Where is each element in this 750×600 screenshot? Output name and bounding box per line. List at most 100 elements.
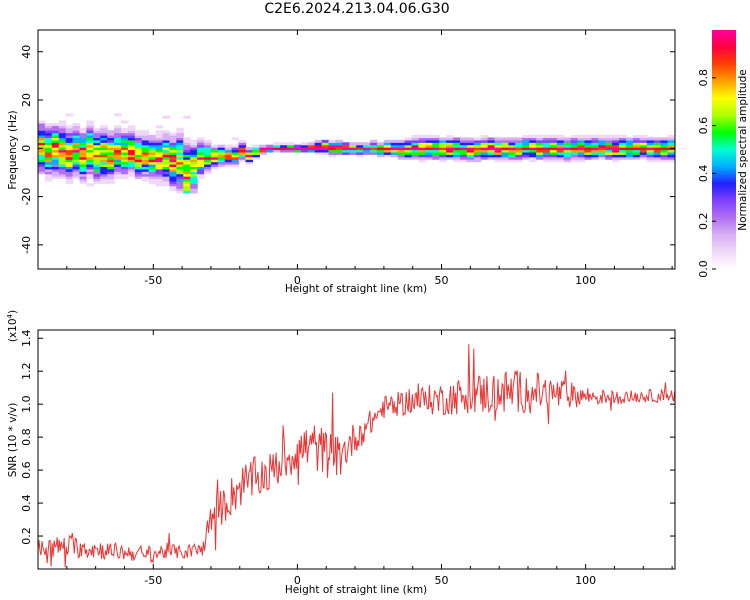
heatmap-cell [162,139,171,143]
heatmap-cell [72,125,81,129]
heatmap-cell [536,144,544,148]
heatmap-cell [293,144,302,148]
heatmap-cell [584,151,593,155]
heatmap-cell [107,132,115,136]
heatmap-cell [190,151,198,155]
heatmap-cell [245,159,254,163]
heatmap-cell [169,188,177,192]
heatmap-cell [370,151,378,155]
heatmap-cell [459,147,468,151]
heatmap-cell [141,142,150,146]
heatmap-cell [176,127,184,131]
heatmap-cell [556,137,565,141]
heatmap-cell [183,173,191,177]
heatmap-cell [65,178,74,182]
heatmap-cell [217,144,226,148]
heatmap-cell [459,149,468,153]
heatmap-cell [44,161,53,165]
heatmap-cell [127,151,136,155]
heatmap-cell [473,154,482,158]
heatmap-cell [473,142,482,146]
spectrogram-panel: -50 0 50 100 40 20 0 -20 -40 Height of straight… [7,29,676,295]
heatmap-cell [473,139,482,143]
heatmap-cell [183,156,191,160]
heatmap-cell [363,147,371,151]
heatmap-cell [134,166,143,170]
heatmap-cell [598,156,606,160]
heatmap-cell [176,190,184,194]
heatmap-cell [107,149,115,153]
heatmap-cell [204,163,212,167]
heatmap-cell [79,147,88,151]
heatmap-cell [127,166,136,170]
heatmap-cell [626,144,634,148]
heatmap-cell [273,149,281,153]
heatmap-cell [522,149,530,153]
heatmap-cell [65,149,74,153]
heatmap-cell [79,176,88,180]
heatmap-cell [418,159,426,163]
heatmap-cell [591,144,599,148]
heatmap-cell [93,168,101,172]
heatmap-cell [411,147,420,151]
heatmap-cell [356,154,364,158]
heatmap-cell [127,144,136,148]
heatmap-cell [473,159,482,163]
heatmap-cell [86,135,94,139]
heatmap-cell [508,151,516,155]
heatmap-cell [646,137,655,141]
heatmap-cell [210,151,219,155]
heatmap-cell [176,147,184,151]
heatmap-cell [86,171,94,175]
heatmap-cell [577,142,586,146]
heatmap-cell [577,147,586,151]
heatmap-cell [79,154,88,158]
heatmap-cell [231,137,240,141]
heatmap-cell [162,130,171,134]
heatmap-cell [148,151,157,155]
heatmap-cell [121,137,129,141]
heatmap-cell [619,144,627,148]
heatmap-cell [190,149,198,153]
heatmap-cell [556,159,565,163]
heatmap-cell [494,151,503,155]
heatmap-cell [446,154,454,158]
heatmap-cell [58,139,67,143]
heatmap-cell [453,142,461,146]
heatmap-cell [141,135,150,139]
heatmap-cell [529,137,537,141]
heatmap-cell [65,168,74,172]
heatmap-cell [79,144,88,148]
heatmap-cell [100,161,108,165]
heatmap-cell [134,163,143,167]
heatmap-cell [390,147,399,151]
heatmap-cell [155,156,164,160]
heatmap-cell [148,159,157,163]
heatmap-cell [459,137,468,141]
heatmap-cell [65,135,74,139]
heatmap-cell [134,159,143,163]
heatmap-cell [508,147,516,151]
heatmap-cell [38,159,46,163]
heatmap-cell [121,171,129,175]
heatmap-cell [273,142,281,146]
heatmap-cell [79,130,88,134]
heatmap-cell [44,156,53,160]
heatmap-cell [162,149,171,153]
heatmap-cell [383,139,392,143]
heatmap-cell [639,156,648,160]
heatmap-cell [397,139,406,143]
heatmap-cell [38,122,46,126]
heatmap-cell [307,147,316,151]
heatmap-cell [556,139,565,143]
heatmap-cell [411,135,420,139]
heatmap-cell [453,156,461,160]
heatmap-cell [397,147,406,151]
heatmap-cell [577,139,586,143]
snr-panel: -50 0 50 100 0.2 0.4 0.6 0.8 1.0 1.2 1.4 Height o… [6,310,676,596]
heatmap-cell [217,161,226,165]
heatmap-cell [335,142,343,146]
heatmap-cell [114,151,122,155]
heatmap-cell [411,154,420,158]
heatmap-cell [549,156,558,160]
